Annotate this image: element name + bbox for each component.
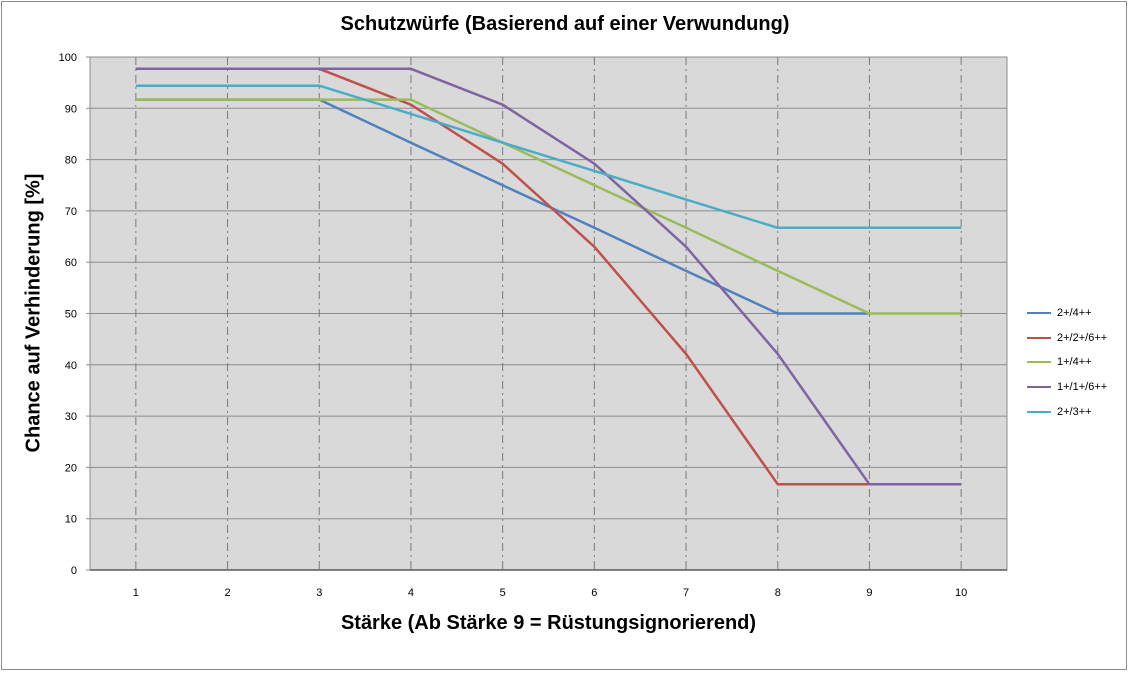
legend-swatch	[1027, 312, 1051, 315]
x-tick-label: 3	[316, 587, 322, 599]
y-tick-label: 20	[65, 462, 77, 474]
legend-label: 2+/4++	[1057, 307, 1092, 320]
legend-item: 2+/2+/6++	[1027, 326, 1107, 351]
y-tick-label: 80	[65, 155, 77, 167]
y-tick-label: 30	[65, 411, 77, 423]
series-line	[135, 98, 962, 315]
x-tick-label: 5	[500, 587, 506, 599]
legend-swatch	[1027, 410, 1051, 413]
y-tick-label: 40	[65, 360, 77, 372]
x-tick-label: 1	[133, 587, 139, 599]
y-tick-label: 10	[65, 514, 77, 526]
legend-swatch	[1027, 386, 1051, 389]
y-tick-label: 90	[65, 103, 77, 115]
x-tick-label: 10	[955, 587, 967, 599]
x-axis-label: Stärke (Ab Stärke 9 = Rüstungsignorieren…	[340, 612, 757, 634]
y-tick-label: 60	[65, 257, 77, 269]
x-tick-label: 6	[591, 587, 597, 599]
x-tick-label: 9	[866, 587, 872, 599]
legend-item: 1+/1+/6++	[1027, 375, 1107, 400]
legend-label: 2+/2+/6++	[1057, 331, 1108, 344]
legend-item: 2+/3++	[1027, 399, 1107, 424]
series-line	[135, 67, 962, 486]
x-tick-label: 2	[224, 587, 230, 599]
legend-item: 2+/4++	[1027, 301, 1107, 326]
legend-swatch	[1027, 336, 1051, 339]
y-tick-label: 0	[71, 565, 77, 577]
y-tick-label: 70	[65, 206, 77, 218]
legend-label: 1+/1+/6++	[1057, 381, 1108, 394]
chart-title: Schutzwürfe (Basierend auf einer Verwund…	[340, 13, 790, 35]
legend-label: 1+/4++	[1057, 356, 1092, 369]
legend: 2+/4++ 2+/2+/6++ 1+/4++ 1+/1+/6++ 2+/3++	[1027, 301, 1107, 424]
legend-label: 2+/3++	[1057, 405, 1092, 418]
x-tick-label: 8	[775, 587, 781, 599]
x-tick-label: 7	[683, 587, 689, 599]
y-tick-label: 50	[65, 309, 77, 321]
y-tick-label: 100	[59, 52, 77, 64]
x-tick-label: 4	[408, 587, 414, 599]
series-line	[135, 84, 962, 230]
legend-item: 1+/4++	[1027, 350, 1107, 375]
legend-swatch	[1027, 361, 1051, 364]
